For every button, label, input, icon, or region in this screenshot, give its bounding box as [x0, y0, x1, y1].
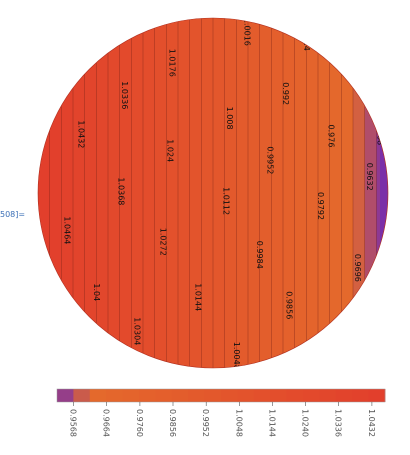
contour-band	[143, 18, 156, 368]
disc-outline	[37, 17, 389, 369]
contour-band	[189, 18, 202, 368]
contour-band	[341, 18, 354, 368]
contour-band	[353, 18, 366, 368]
contour-bands	[38, 18, 388, 368]
contour-band	[224, 18, 237, 368]
colorbar-segment	[89, 389, 107, 402]
contour-label: 0.9952	[265, 146, 274, 174]
colorbar-segment	[253, 389, 271, 402]
contour-label: 1.0048	[232, 342, 241, 370]
contour-band	[96, 18, 109, 368]
contour-label: 1.008	[225, 107, 234, 130]
contour-label: 0.9856	[285, 291, 294, 319]
contour-label: 0.96	[369, 318, 378, 336]
colorbar-tick-label: 0.9952	[201, 409, 210, 437]
colorbar-segment	[122, 389, 140, 402]
colorbar-segment	[155, 389, 173, 402]
contour-label: 1.0144	[194, 283, 203, 311]
colorbar-segment	[270, 389, 287, 402]
side-label: 508]=	[0, 210, 26, 219]
contour-band	[38, 18, 51, 368]
colorbar-segment	[319, 389, 337, 402]
contour-band	[108, 18, 121, 368]
colorbar-segment	[204, 389, 222, 402]
colorbar-segment	[221, 389, 238, 402]
colorbar-segment	[139, 389, 156, 402]
colorbar-tick-label: 0.9568	[69, 409, 78, 437]
colorbar-segment	[73, 389, 91, 402]
contour-band	[166, 18, 179, 368]
colorbar-segment	[286, 389, 304, 402]
contour-label: 0.992	[281, 82, 290, 105]
contour-label: 0.976	[327, 125, 336, 148]
colorbar-frame	[56, 388, 386, 403]
colorbar-segment	[352, 389, 369, 402]
contour-label: 0.9792	[316, 192, 325, 220]
contour-band	[329, 18, 342, 368]
contour-band	[178, 18, 191, 368]
contour-label: 1.0176	[167, 49, 176, 77]
contour-label: 0.9984	[255, 241, 264, 269]
contour-band	[61, 18, 74, 368]
contour-band	[283, 18, 296, 368]
contour-band	[236, 18, 249, 368]
contour-band	[271, 18, 284, 368]
contour-label: 1.0016	[243, 18, 252, 46]
colorbar-tick-label: 1.0240	[301, 409, 310, 437]
contour-label: 0.9536	[384, 246, 393, 274]
contour-band	[248, 18, 261, 368]
contour-band	[73, 18, 86, 368]
contour-band	[154, 18, 167, 368]
colorbar-segment	[106, 389, 123, 402]
contour-label: 0.9664	[348, 52, 357, 80]
colorbar-tick-label: 1.0336	[334, 409, 343, 437]
colorbar-segment	[57, 389, 74, 402]
colorbar-tick-label: 0.9760	[135, 409, 144, 437]
contour-label: 1.04	[92, 283, 101, 301]
contour-label: 0.9696	[353, 254, 362, 282]
contour-band	[259, 18, 272, 368]
colorbar-tick-label: 0.9856	[168, 409, 177, 437]
contour-band	[119, 18, 132, 368]
contour-band	[213, 18, 226, 368]
contour-band	[131, 18, 144, 368]
contour-label: 1.0304	[132, 317, 141, 345]
contour-label: 1.0464	[62, 216, 71, 244]
contour-label: 1.0432	[76, 120, 85, 148]
contour-band	[364, 18, 377, 368]
colorbar-tick-label: 1.0432	[367, 409, 376, 437]
contour-label: 1.0368	[117, 177, 126, 205]
colorbar-tick-label: 1.0048	[234, 409, 243, 437]
colorbar-ticks: 0.9568 0.9664 0.9760 0.9856 0.9952 1.0048 1.01…	[69, 402, 376, 437]
contour-band	[84, 18, 97, 368]
colorbar-segment	[368, 389, 386, 402]
contour-label: 0.9728	[330, 365, 339, 393]
contour-band	[201, 18, 214, 368]
colorbar-tick-label: 0.9664	[102, 409, 111, 437]
colorbar-segment	[335, 389, 353, 402]
min-region	[380, 133, 388, 253]
colorbar-tick-label: 1.0144	[267, 409, 276, 437]
contour-label: 0.9632	[365, 163, 374, 191]
contour-label: 1.024	[166, 139, 175, 162]
colorbar-segment	[237, 389, 255, 402]
colorbar-segment	[303, 389, 320, 402]
contour-label: 1.0272	[159, 228, 168, 256]
contour-label: 1.0112	[222, 187, 231, 215]
contour-label: 0.9824	[302, 23, 311, 51]
contour-label: 1.0336	[120, 81, 129, 109]
colorbar	[56, 388, 386, 403]
colorbar-segment	[171, 389, 189, 402]
contour-band	[306, 18, 319, 368]
contour-band	[294, 18, 307, 368]
contour-band	[49, 18, 62, 368]
contour-band	[318, 18, 331, 368]
colorbar-segment	[188, 389, 205, 402]
